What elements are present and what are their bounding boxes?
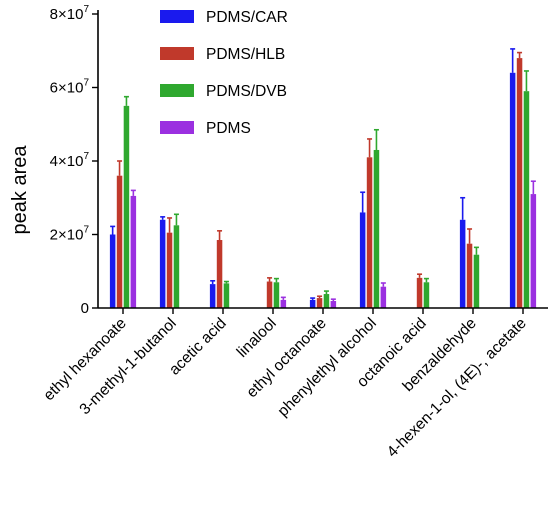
bar: [309, 299, 316, 308]
bar: [473, 254, 480, 308]
bar: [380, 286, 387, 308]
legend-item: PDMS: [160, 120, 251, 137]
legend-label: PDMS: [206, 120, 251, 137]
bar: [216, 240, 223, 308]
bar: [466, 243, 473, 308]
legend-label: PDMS/HLB: [206, 46, 285, 63]
bar: [373, 149, 380, 308]
y-tick-label: 8×107: [50, 4, 90, 23]
bar: [130, 195, 137, 308]
y-tick-label: 0: [81, 300, 89, 317]
legend-item: PDMS/CAR: [160, 9, 288, 26]
bar: [509, 72, 516, 308]
legend-swatch: [160, 121, 194, 134]
legend-label: PDMS/CAR: [206, 9, 288, 26]
bar: [173, 225, 180, 308]
bar: [359, 212, 366, 308]
bar: [523, 91, 530, 308]
bar: [209, 284, 216, 308]
x-category-label: linalool: [234, 315, 280, 361]
legend-swatch: [160, 10, 194, 23]
plot-area: [109, 48, 537, 308]
y-tick-label: 6×107: [50, 78, 90, 97]
bar: [530, 194, 537, 308]
bar: [280, 299, 287, 308]
bar: [223, 283, 230, 308]
y-axis-title: peak area: [9, 145, 31, 235]
bar: [330, 301, 337, 308]
bar: [459, 219, 466, 308]
bar: [166, 232, 173, 308]
bar: [366, 157, 373, 308]
legend-swatch: [160, 84, 194, 97]
legend-item: PDMS/DVB: [160, 83, 287, 100]
y-tick-label: 2×107: [50, 225, 90, 244]
y-tick-label: 4×107: [50, 151, 90, 170]
bar: [123, 105, 130, 308]
x-category-label: ethyl hexanoate: [40, 315, 129, 404]
bar: [323, 294, 330, 308]
legend-label: PDMS/DVB: [206, 83, 287, 100]
legend: PDMS/CAR PDMS/HLB PDMS/DVB PDMS: [160, 9, 288, 137]
bar: [423, 282, 430, 308]
bar: [266, 281, 273, 308]
legend-item: PDMS/HLB: [160, 46, 285, 63]
legend-swatch: [160, 47, 194, 60]
bar: [273, 282, 280, 308]
bar: [116, 175, 123, 308]
x-category-label: 3-methyl-1-butanol: [76, 315, 179, 418]
bar: [109, 234, 116, 308]
bar: [316, 298, 323, 308]
bar: [159, 219, 166, 308]
bar: [416, 277, 423, 308]
axes: 0 2×107 4×107 6×107 8×107 ethyl hexanoate3-me…: [40, 4, 548, 461]
bar: [516, 58, 523, 308]
